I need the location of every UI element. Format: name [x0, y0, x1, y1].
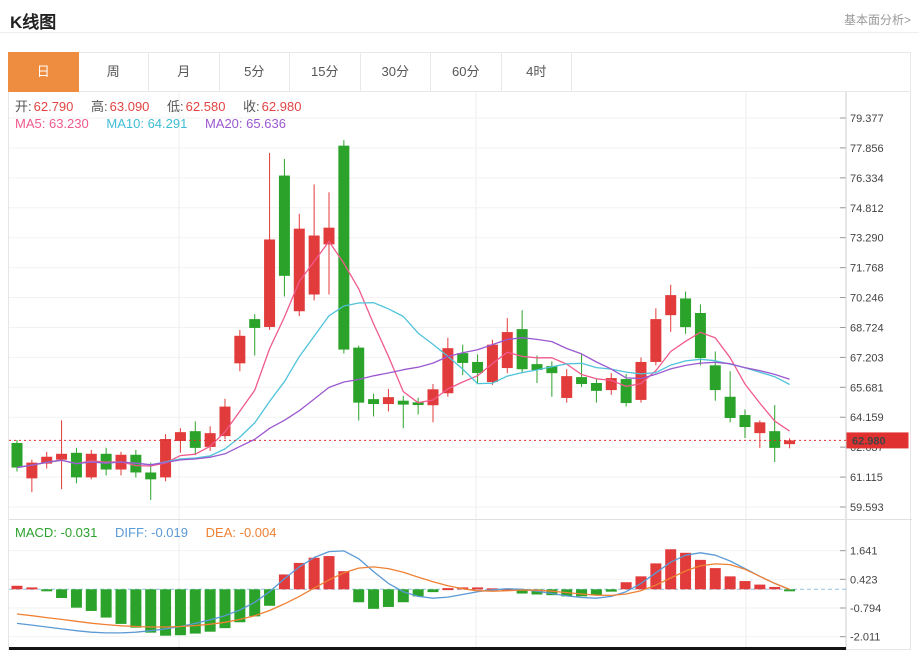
svg-text:70.246: 70.246	[850, 293, 884, 305]
macd-label: MACD:	[15, 525, 57, 540]
svg-text:73.290: 73.290	[850, 233, 884, 245]
tab-week[interactable]: 周	[79, 53, 149, 91]
ohlc-readout: 开: 62.790 高: 63.090 低: 62.580 收: 62.980	[15, 96, 315, 115]
svg-text:61.115: 61.115	[850, 472, 883, 484]
svg-text:1.641: 1.641	[850, 546, 878, 558]
high-label: 高:	[91, 99, 108, 114]
interval-tabbar: 日 周 月 5分 15分 30分 60分 4时	[8, 52, 911, 92]
low-value: 62.580	[185, 99, 226, 114]
svg-text:79.377: 79.377	[850, 113, 884, 125]
ma5-label: MA5:	[15, 116, 46, 131]
main-chart-canvas[interactable]: 79.377 77.856 76.334 74.812 73.290 71.768 70.2…	[9, 92, 912, 519]
page-title: K线图	[10, 13, 57, 32]
ma20-label: MA20:	[204, 116, 243, 131]
macd-value: -0.031	[60, 525, 98, 540]
ma10-value: 64.291	[147, 116, 188, 131]
tab-60min[interactable]: 60分	[431, 53, 502, 91]
macd-readout: MACD: -0.031 DIFF: -0.019 DEA: -0.004	[15, 525, 290, 540]
svg-text:68.724: 68.724	[850, 322, 884, 334]
svg-text:0.423: 0.423	[850, 574, 878, 586]
tab-30min[interactable]: 30分	[361, 53, 431, 91]
svg-text:-0.794: -0.794	[850, 603, 881, 615]
close-label: 收:	[243, 99, 260, 114]
svg-text:74.812: 74.812	[850, 203, 884, 215]
open-label: 开:	[15, 99, 32, 114]
svg-text:67.203: 67.203	[850, 352, 884, 364]
ma10-label: MA10:	[106, 116, 144, 131]
svg-text:76.334: 76.334	[850, 173, 884, 185]
tab-5min[interactable]: 5分	[220, 53, 290, 91]
ma5-value: 63.230	[48, 116, 89, 131]
macd-chart-canvas[interactable]: 1.641 0.423 -0.794 -2.011	[9, 519, 912, 650]
diff-label: DIFF:	[115, 525, 148, 540]
tab-15min[interactable]: 15分	[290, 53, 361, 91]
high-value: 63.090	[109, 99, 150, 114]
svg-text:62.980: 62.980	[852, 435, 886, 447]
tab-day[interactable]: 日	[8, 52, 79, 92]
tab-month[interactable]: 月	[149, 53, 220, 91]
fundamental-analysis-link[interactable]: 基本面分析>	[843, 13, 911, 27]
open-value: 62.790	[33, 99, 74, 114]
svg-text:65.681: 65.681	[850, 382, 884, 394]
dea-value: -0.004	[239, 525, 277, 540]
close-value: 62.980	[261, 99, 302, 114]
dea-label: DEA:	[205, 525, 236, 540]
ma-readout: MA5: 63.230 MA10: 64.291 MA20: 65.636	[15, 116, 300, 131]
tab-4hour[interactable]: 4时	[502, 53, 572, 91]
ma20-value: 65.636	[246, 116, 286, 131]
svg-text:71.768: 71.768	[850, 263, 884, 275]
svg-text:-2.011: -2.011	[850, 632, 880, 644]
svg-text:64.159: 64.159	[850, 412, 884, 424]
page-header: K线图 基本面分析>	[0, 0, 919, 33]
diff-value: -0.019	[151, 525, 189, 540]
svg-text:59.593: 59.593	[850, 502, 884, 514]
low-label: 低:	[167, 99, 184, 114]
svg-text:77.856: 77.856	[850, 143, 884, 155]
kline-chart-panel: 开: 62.790 高: 63.090 低: 62.580 收: 62.980 MA5:…	[8, 92, 912, 650]
